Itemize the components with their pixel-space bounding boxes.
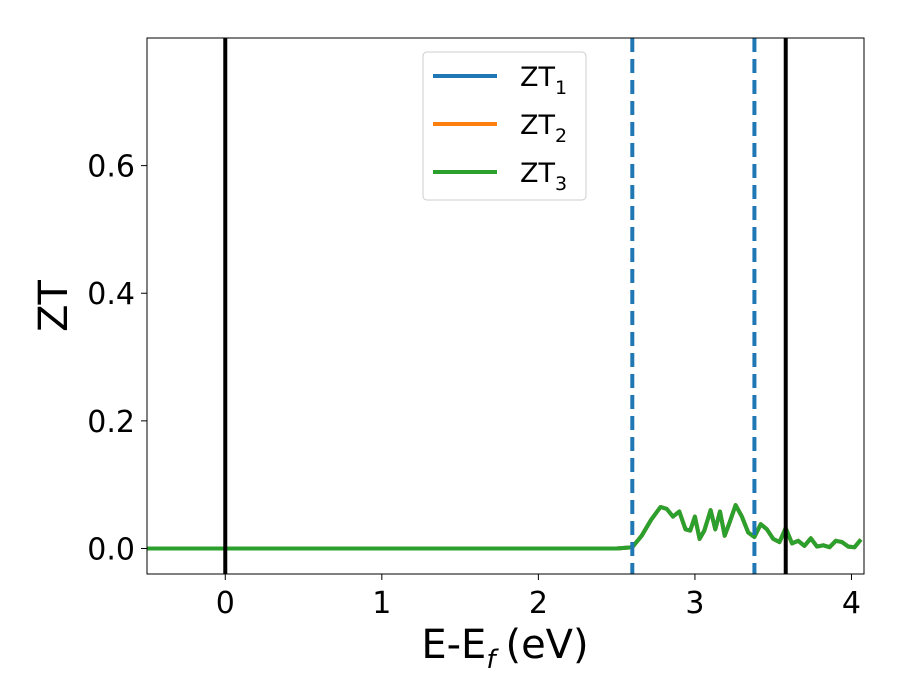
legend-label-zt2: ZT2 <box>520 110 567 147</box>
y-tick-label: 0.2 <box>87 405 135 440</box>
y-tick-label: 0.0 <box>87 532 135 567</box>
x-tick-label: 1 <box>372 586 391 621</box>
legend-label-zt1: ZT1 <box>520 62 567 99</box>
y-axis-label: ZT <box>31 280 77 332</box>
legend-box <box>422 51 587 201</box>
x-tick-label: 3 <box>685 586 704 621</box>
series-line-zt3 <box>147 503 863 551</box>
y-tick-label: 0.6 <box>87 150 135 185</box>
y-tick-label: 0.4 <box>87 277 135 312</box>
x-axis-label-subscript: f <box>486 645 499 675</box>
x-axis-label: E-Ef (eV) <box>421 622 588 675</box>
plot-lines <box>147 38 863 574</box>
plot-frame <box>146 37 865 575</box>
legend-entries: ZT1 ZT2 ZT3 <box>433 62 567 195</box>
x-axis-label-unit: (eV) <box>505 622 588 668</box>
legend: ZT1 ZT2 ZT3 <box>422 51 587 201</box>
x-tick-label: 2 <box>529 586 548 621</box>
legend-label-zt3: ZT3 <box>520 158 567 195</box>
axis-ticks: 0 1 2 3 4 0.0 0.2 0.4 0.6 <box>87 150 861 621</box>
x-tick-label: 4 <box>842 586 861 621</box>
x-tick-label: 0 <box>216 586 235 621</box>
